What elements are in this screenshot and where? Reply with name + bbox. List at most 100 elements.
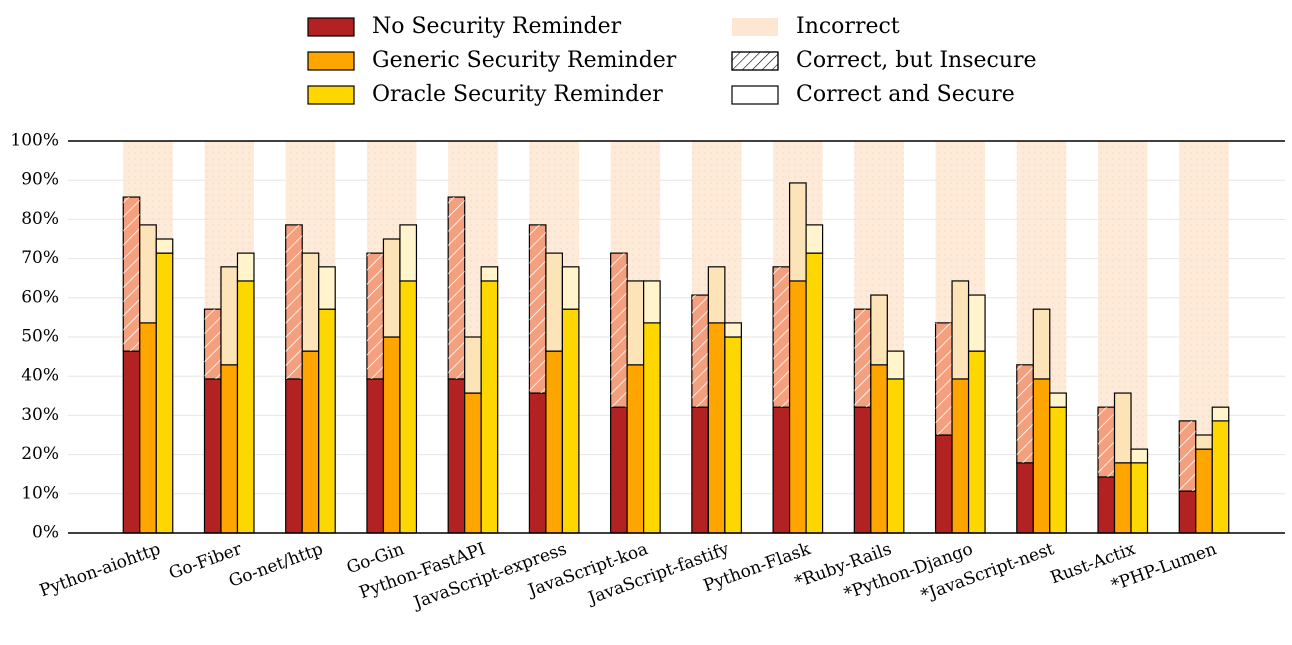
insecure-bar — [464, 336, 482, 394]
insecure-bar — [318, 266, 336, 310]
insecure-bar — [805, 224, 824, 254]
secure-bar — [610, 406, 628, 534]
insecure-hatch — [529, 224, 546, 394]
legend-label: No Security Reminder — [372, 14, 622, 39]
insecure-bar — [626, 280, 645, 366]
insecure-bar — [545, 252, 564, 352]
secure-bar — [220, 364, 239, 534]
legend-swatch — [307, 17, 355, 37]
secure-bar — [528, 392, 547, 534]
secure-bar — [626, 364, 645, 534]
legend-swatch — [307, 51, 355, 71]
insecure-hatch — [773, 266, 790, 408]
secure-bar — [1032, 378, 1051, 534]
insecure-bar — [155, 238, 174, 254]
secure-bar — [886, 378, 905, 534]
secure-bar — [366, 378, 385, 534]
legend-swatch — [731, 85, 779, 105]
secure-bar — [545, 350, 564, 534]
insecure-bar — [561, 266, 580, 310]
insecure-bar — [643, 280, 661, 324]
insecure-hatch — [935, 322, 953, 435]
insecure-bar — [1211, 406, 1230, 422]
y-tick-label: 0% — [32, 523, 59, 543]
insecure-bar — [236, 252, 255, 282]
secure-bar — [805, 252, 824, 534]
insecure-hatch — [1179, 420, 1196, 492]
insecure-hatch — [610, 253, 628, 408]
secure-bar — [691, 406, 709, 534]
secure-bar — [772, 406, 791, 534]
secure-bar — [155, 252, 174, 534]
insecure-bar — [139, 224, 157, 324]
insecure-bar — [967, 294, 986, 352]
secure-bar — [1178, 490, 1197, 534]
insecure-bar — [1130, 448, 1149, 464]
secure-bar — [447, 378, 466, 534]
secure-bar — [285, 378, 303, 534]
insecure-bar — [1113, 392, 1132, 464]
secure-bar — [707, 322, 726, 534]
secure-bar — [934, 434, 953, 534]
legend-swatch — [307, 85, 355, 105]
insecure-hatch — [285, 224, 303, 379]
insecure-hatch — [204, 309, 221, 379]
legend-swatch-hatch — [731, 51, 779, 71]
secure-bar — [1130, 462, 1149, 534]
insecure-hatch — [1098, 407, 1115, 477]
y-tick-label: 100% — [10, 131, 59, 151]
y-tick-label: 50% — [21, 327, 59, 347]
secure-bar — [967, 350, 986, 534]
secure-bar — [382, 336, 401, 534]
secure-bar — [464, 392, 482, 534]
secure-bar — [1016, 462, 1034, 534]
secure-bar — [301, 350, 320, 534]
secure-bar — [724, 336, 742, 534]
insecure-hatch — [691, 295, 709, 408]
insecure-bar — [480, 266, 499, 282]
insecure-hatch — [448, 197, 465, 379]
y-tick-label: 40% — [21, 366, 59, 386]
insecure-hatch — [1016, 364, 1034, 463]
y-tick-label: 30% — [21, 405, 59, 425]
secure-bar — [122, 350, 141, 534]
insecure-hatch — [854, 309, 871, 408]
y-tick-label: 70% — [21, 248, 59, 268]
secure-bar — [203, 378, 222, 534]
legend-label: Correct and Secure — [796, 82, 1015, 107]
secure-bar — [1113, 462, 1132, 534]
insecure-bar — [870, 294, 888, 366]
secure-bar — [1097, 476, 1116, 534]
insecure-hatch — [123, 197, 140, 352]
y-tick-label: 90% — [21, 170, 59, 190]
insecure-bar — [724, 322, 742, 338]
secure-bar — [1049, 406, 1067, 534]
insecure-bar — [382, 238, 401, 338]
insecure-bar — [1049, 392, 1067, 408]
y-tick-label: 10% — [21, 483, 59, 503]
secure-bar — [870, 364, 888, 534]
insecure-bar — [788, 182, 807, 282]
secure-bar — [399, 280, 418, 534]
secure-bar — [643, 322, 661, 534]
insecure-bar — [886, 350, 905, 380]
insecure-bar — [951, 280, 970, 380]
y-tick-label: 80% — [21, 209, 59, 229]
secure-bar — [139, 322, 157, 534]
legend-label: Generic Security Reminder — [372, 48, 677, 73]
secure-bar — [951, 378, 970, 534]
insecure-bar — [1195, 434, 1213, 450]
secure-bar — [236, 280, 255, 534]
y-tick-label: 60% — [21, 287, 59, 307]
insecure-bar — [220, 266, 239, 366]
secure-bar — [318, 308, 336, 534]
legend-swatch — [732, 18, 778, 36]
legend-label: Incorrect — [796, 14, 900, 39]
y-tick-label: 20% — [21, 444, 59, 464]
insecure-bar — [1032, 308, 1051, 380]
secure-bar — [480, 280, 499, 534]
secure-bar — [853, 406, 872, 534]
insecure-bar — [399, 224, 418, 282]
insecure-bar — [301, 252, 320, 352]
